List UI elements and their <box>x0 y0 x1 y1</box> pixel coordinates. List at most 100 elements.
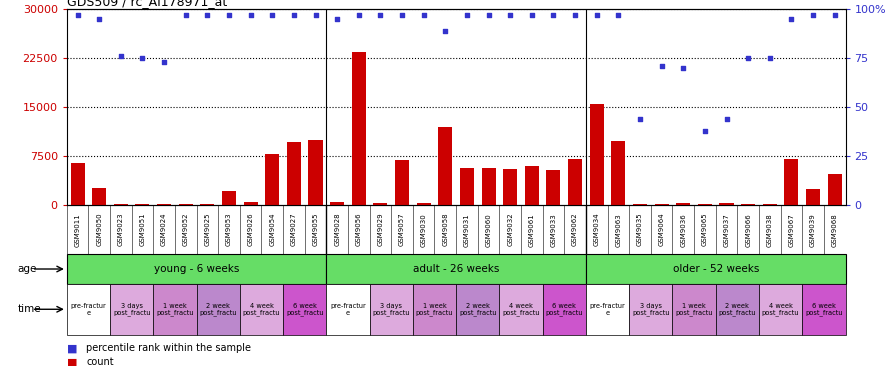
Text: ■: ■ <box>67 343 77 354</box>
Bar <box>327 284 369 335</box>
Text: 1 week
post_fractu: 1 week post_fractu <box>416 303 453 316</box>
Point <box>352 12 366 18</box>
Text: GSM9051: GSM9051 <box>140 213 145 246</box>
Text: GSM9061: GSM9061 <box>529 213 535 247</box>
Text: GSM9067: GSM9067 <box>789 213 795 247</box>
Bar <box>417 203 431 205</box>
Point <box>719 116 733 122</box>
Text: GSM9039: GSM9039 <box>810 213 816 247</box>
Point <box>633 116 647 122</box>
Bar <box>222 191 236 205</box>
Point <box>222 12 236 18</box>
Bar <box>611 141 626 205</box>
Bar <box>586 254 846 284</box>
Point <box>200 12 214 18</box>
Point <box>179 12 193 18</box>
Point <box>763 55 777 61</box>
Text: GSM9058: GSM9058 <box>442 213 449 246</box>
Bar <box>197 284 239 335</box>
Bar <box>309 140 322 205</box>
Point <box>460 12 474 18</box>
Text: GSM9033: GSM9033 <box>551 213 556 247</box>
Point <box>309 12 323 18</box>
Point <box>265 12 279 18</box>
Text: 2 week
post_fractu: 2 week post_fractu <box>459 303 497 316</box>
Point <box>157 59 171 65</box>
Bar <box>525 167 538 205</box>
Text: 6 week
post_fractu: 6 week post_fractu <box>805 303 843 316</box>
Text: GSM9065: GSM9065 <box>702 213 708 246</box>
Bar <box>499 284 543 335</box>
Point <box>806 12 821 18</box>
Point <box>611 12 626 18</box>
Point <box>438 28 452 34</box>
Text: GSM9024: GSM9024 <box>161 213 167 246</box>
Bar <box>759 284 802 335</box>
Bar <box>114 204 128 205</box>
Point <box>654 63 668 69</box>
Bar <box>568 158 582 205</box>
Text: GSM9034: GSM9034 <box>594 213 600 246</box>
Bar <box>438 127 452 205</box>
Text: GSM9062: GSM9062 <box>572 213 578 246</box>
Text: 2 week
post_fractu: 2 week post_fractu <box>718 303 756 316</box>
Text: GSM9026: GSM9026 <box>247 213 254 246</box>
Point <box>373 12 387 18</box>
Text: adult - 26 weeks: adult - 26 weeks <box>413 264 499 274</box>
Bar <box>546 170 561 205</box>
Text: 4 week
post_fractu: 4 week post_fractu <box>243 303 280 316</box>
Bar <box>806 188 820 205</box>
Text: GSM9060: GSM9060 <box>486 213 491 247</box>
Bar <box>716 284 759 335</box>
Bar <box>374 203 387 205</box>
Point <box>546 12 561 18</box>
Text: 4 week
post_fractu: 4 week post_fractu <box>762 303 799 316</box>
Text: GSM9035: GSM9035 <box>637 213 643 246</box>
Text: percentile rank within the sample: percentile rank within the sample <box>86 343 251 354</box>
Point <box>92 16 106 22</box>
Text: 1 week
post_fractu: 1 week post_fractu <box>676 303 713 316</box>
Point <box>70 12 85 18</box>
Text: young - 6 weeks: young - 6 weeks <box>154 264 239 274</box>
Bar <box>244 202 257 205</box>
Text: GSM9036: GSM9036 <box>680 213 686 247</box>
Text: 3 days
post_fractu: 3 days post_fractu <box>632 303 669 316</box>
Text: GSM9032: GSM9032 <box>507 213 514 246</box>
Point <box>503 12 517 18</box>
Bar <box>802 284 845 335</box>
Bar <box>633 204 647 205</box>
Point <box>287 12 301 18</box>
Bar <box>741 204 756 205</box>
Bar <box>503 169 517 205</box>
Text: GSM9050: GSM9050 <box>96 213 102 246</box>
Text: 6 week
post_fractu: 6 week post_fractu <box>546 303 583 316</box>
Text: GSM9025: GSM9025 <box>205 213 210 246</box>
Point <box>676 65 691 71</box>
Text: GSM9068: GSM9068 <box>831 213 837 247</box>
Bar <box>784 159 798 205</box>
Bar <box>352 52 366 205</box>
Bar <box>283 284 327 335</box>
Point <box>330 16 344 22</box>
Text: GSM9030: GSM9030 <box>421 213 426 247</box>
Text: GSM9064: GSM9064 <box>659 213 665 246</box>
Point <box>589 12 603 18</box>
Text: GSM9027: GSM9027 <box>291 213 297 246</box>
Bar <box>110 284 153 335</box>
Text: 4 week
post_fractu: 4 week post_fractu <box>502 303 539 316</box>
Text: GSM9055: GSM9055 <box>312 213 319 246</box>
Bar <box>460 168 474 205</box>
Bar <box>413 284 457 335</box>
Text: GSM9063: GSM9063 <box>615 213 621 247</box>
Text: GDS509 / rc_AI178971_at: GDS509 / rc_AI178971_at <box>67 0 227 8</box>
Text: time: time <box>18 304 42 314</box>
Text: GSM9057: GSM9057 <box>399 213 405 246</box>
Bar <box>330 202 344 205</box>
Bar <box>676 203 691 205</box>
Bar <box>93 188 106 205</box>
Text: pre-fractur
e: pre-fractur e <box>590 303 626 315</box>
Text: GSM9029: GSM9029 <box>377 213 384 246</box>
Text: pre-fractur
e: pre-fractur e <box>70 303 106 315</box>
Text: GSM9053: GSM9053 <box>226 213 232 246</box>
Bar <box>543 284 586 335</box>
